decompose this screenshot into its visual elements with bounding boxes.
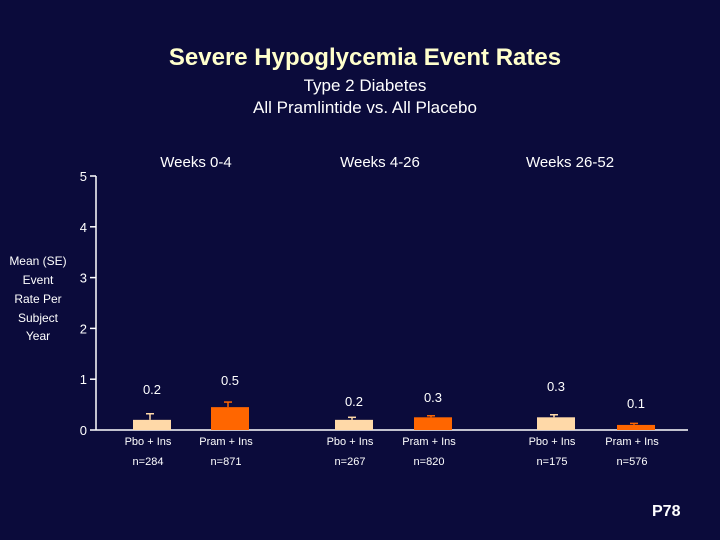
y-axis-label-line: Year <box>25 329 51 343</box>
y-tick-label: 2 <box>80 321 87 336</box>
x-category-label: Pbo + Ins <box>529 436 576 448</box>
bar <box>133 419 171 430</box>
x-category-n-label: n=267 <box>335 456 366 468</box>
x-category-n-label: n=820 <box>414 456 445 468</box>
x-category-label: Pram + Ins <box>605 436 659 448</box>
x-category-n-label: n=576 <box>617 456 648 468</box>
group-label: Weeks 0-4 <box>160 154 231 171</box>
bar <box>537 417 575 430</box>
x-category-n-label: n=284 <box>133 456 164 468</box>
bar <box>211 407 249 430</box>
x-category-label: Pbo + Ins <box>125 436 172 448</box>
page-number: P78 <box>652 503 681 520</box>
y-tick-label: 1 <box>80 372 87 387</box>
x-category-n-label: n=175 <box>537 456 568 468</box>
y-tick-label: 4 <box>80 220 87 235</box>
subtitle-line-1: Type 2 Diabetes <box>303 76 427 95</box>
data-label: 0.3 <box>424 390 442 405</box>
y-axis-label-line: Subject <box>17 311 59 325</box>
data-label: 0.5 <box>221 373 239 388</box>
bar <box>335 419 373 430</box>
y-axis-label-line: Event <box>22 273 54 287</box>
group-label: Weeks 26-52 <box>526 154 614 171</box>
data-label: 0.2 <box>345 394 363 409</box>
data-label: 0.3 <box>547 379 565 394</box>
data-label: 0.1 <box>627 396 645 411</box>
y-tick-label: 0 <box>80 423 87 438</box>
y-axis-label-line: Mean (SE) <box>9 254 67 268</box>
bar <box>617 424 655 430</box>
y-axis-label-line: Rate Per <box>14 292 62 306</box>
y-tick-label: 3 <box>80 271 87 286</box>
bar <box>414 417 452 430</box>
y-tick-label: 5 <box>80 169 87 184</box>
x-category-label: Pbo + Ins <box>327 436 374 448</box>
x-category-n-label: n=871 <box>211 456 242 468</box>
x-category-label: Pram + Ins <box>402 436 456 448</box>
group-label: Weeks 4-26 <box>340 154 420 171</box>
slide-title: Severe Hypoglycemia Event Rates <box>168 44 562 71</box>
subtitle-line-2: All Pramlintide vs. All Placebo <box>253 98 477 117</box>
data-label: 0.2 <box>143 382 161 397</box>
x-category-label: Pram + Ins <box>199 436 253 448</box>
